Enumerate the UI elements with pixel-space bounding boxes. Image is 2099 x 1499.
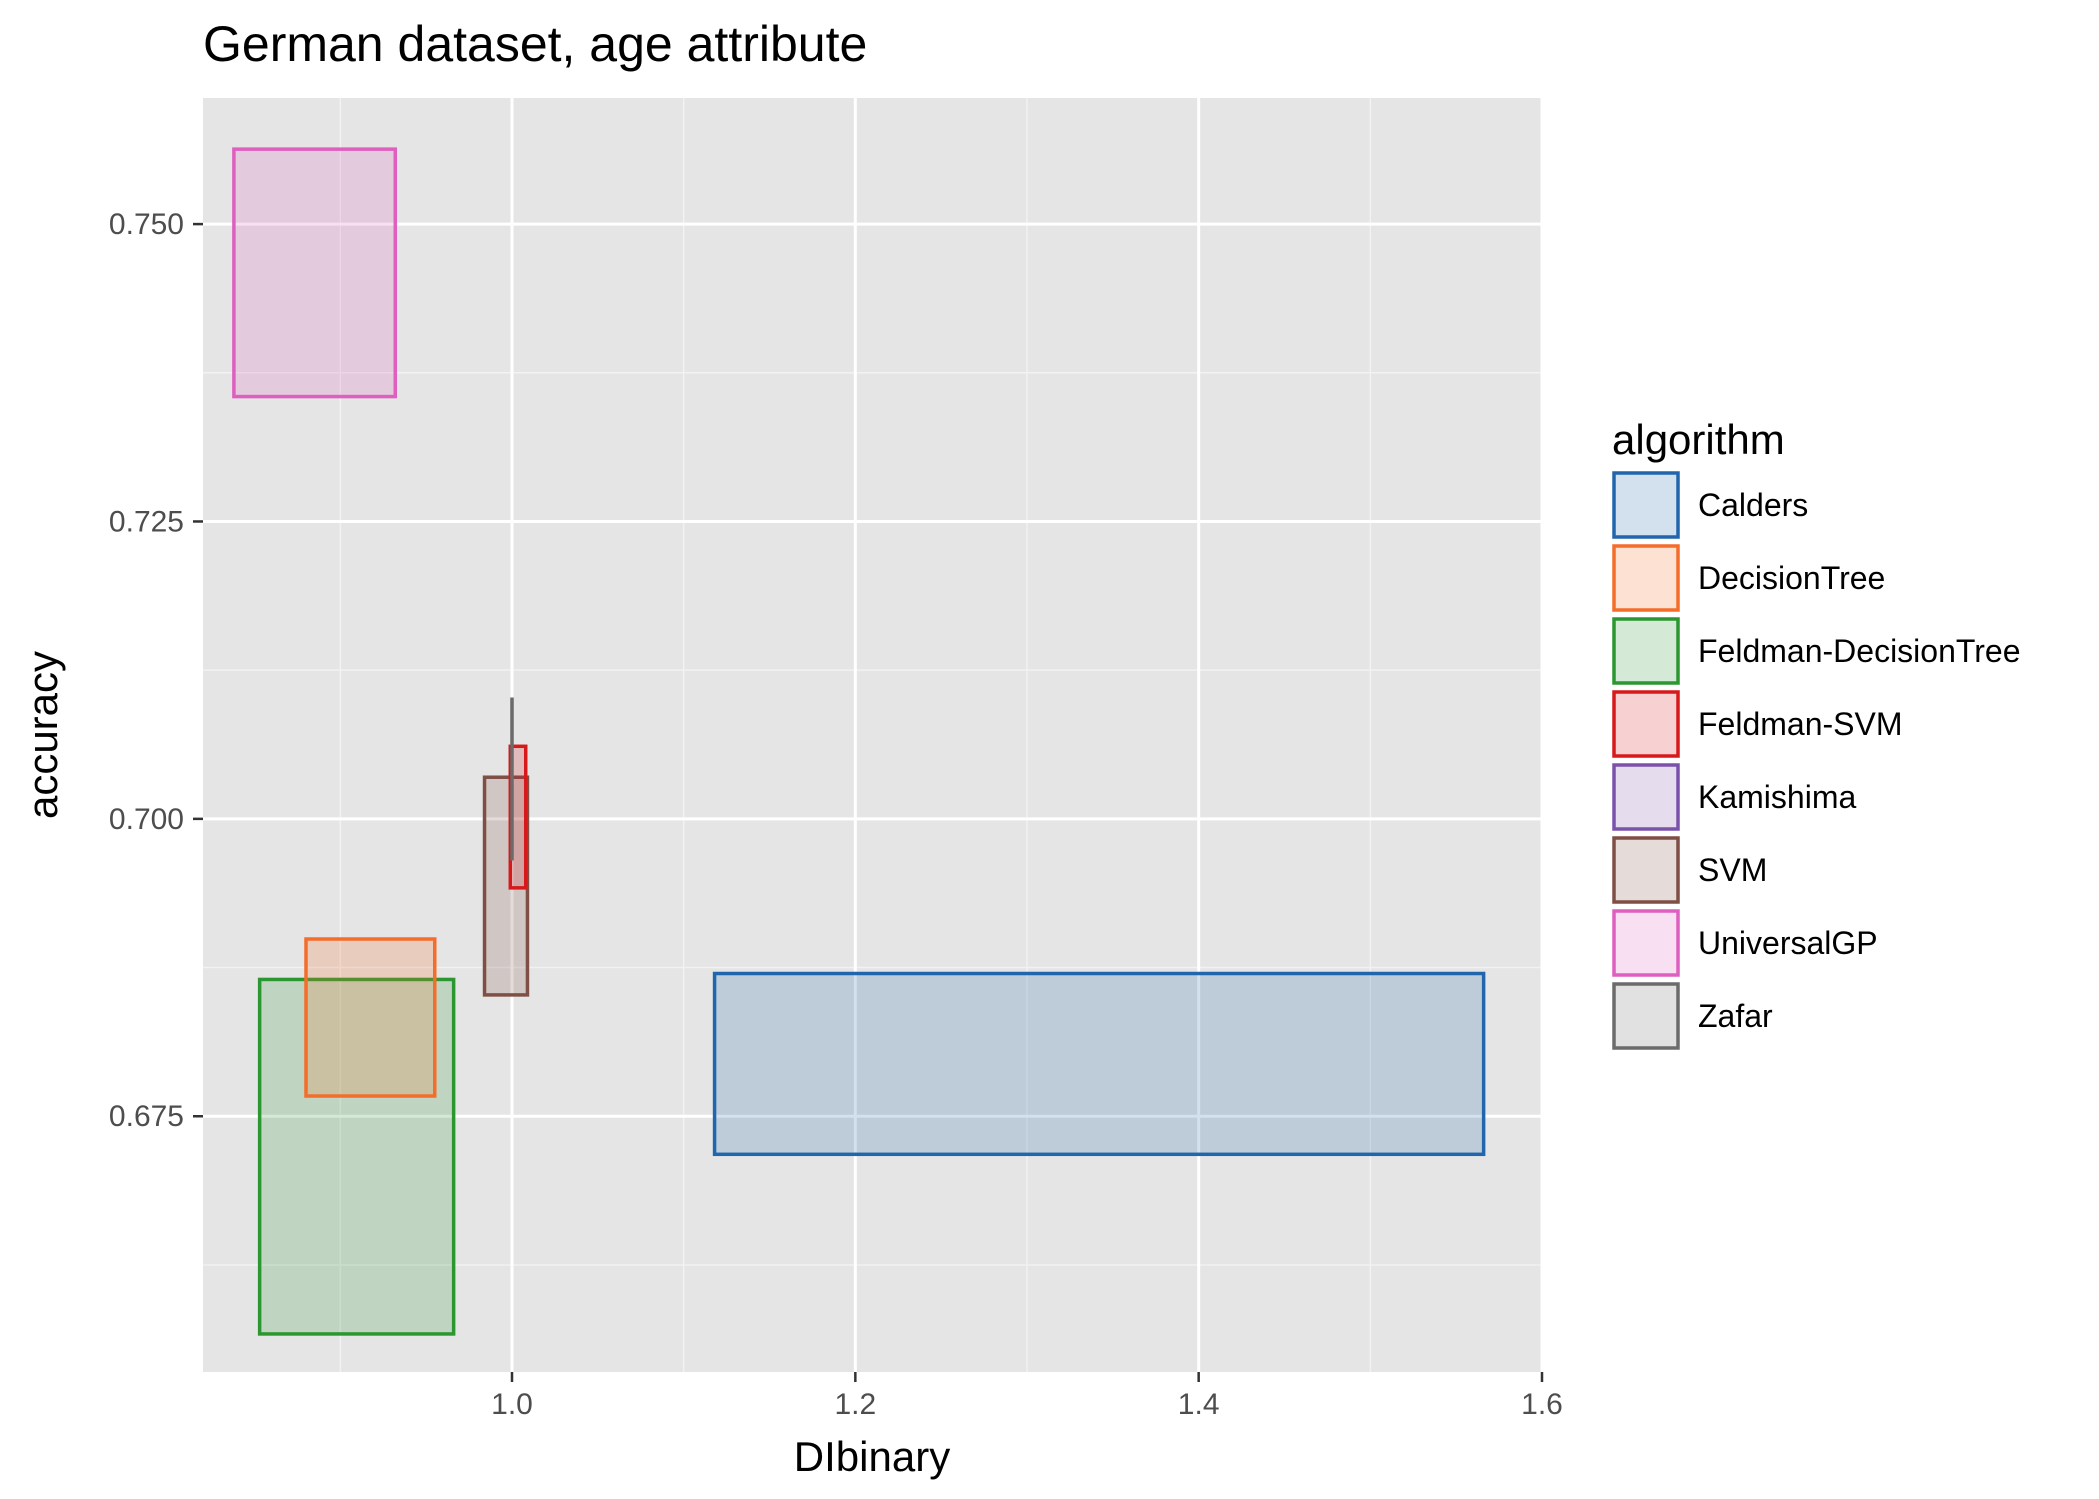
x-tick-label: 1.0 xyxy=(491,1388,533,1421)
plot-panel xyxy=(203,98,1542,1372)
legend-label-svm: SVM xyxy=(1698,852,1767,888)
range-rect-feldman-decisiontree xyxy=(257,977,456,1336)
range-rectangles xyxy=(232,147,1486,1336)
y-tick-label: 0.725 xyxy=(109,505,184,538)
legend-label-universalgp: UniversalGP xyxy=(1698,925,1878,961)
legend-key-universalgp xyxy=(1612,909,1680,977)
range-rect-decisiontree xyxy=(304,937,437,1098)
legend-label-calders: Calders xyxy=(1698,487,1808,523)
legend-key-svm xyxy=(1612,836,1680,904)
legend: algorithm Calders DecisionTree Feldman-Dec… xyxy=(1612,416,2020,1050)
legend-key-kamishima xyxy=(1612,763,1680,831)
x-tick-label: 1.6 xyxy=(1521,1388,1563,1421)
major-gridlines xyxy=(203,98,1544,1372)
legend-key-feldman-svm xyxy=(1612,690,1680,758)
y-tick-label: 0.750 xyxy=(109,208,184,241)
legend-key-zafar xyxy=(1612,982,1680,1050)
legend-label-feldman-svm: Feldman-SVM xyxy=(1698,706,1903,742)
y-axis-title: accuracy xyxy=(19,651,66,819)
legend-key-calders xyxy=(1612,471,1680,539)
range-rect-universalgp xyxy=(232,147,398,399)
legend-key-decisiontree xyxy=(1612,544,1680,612)
x-tick-label: 1.4 xyxy=(1178,1388,1220,1421)
x-axis: 1.0 1.2 1.4 1.6 xyxy=(491,1372,1563,1421)
chart-title: German dataset, age attribute xyxy=(203,16,867,72)
y-axis: 0.675 0.700 0.725 0.750 xyxy=(109,208,203,1133)
x-axis-title: DIbinary xyxy=(794,1433,950,1480)
legend-label-kamishima: Kamishima xyxy=(1698,779,1856,815)
range-rect-calders xyxy=(712,971,1486,1157)
legend-label-zafar: Zafar xyxy=(1698,998,1773,1034)
legend-key-feldman-decisiontree xyxy=(1612,617,1680,685)
minor-gridlines xyxy=(203,98,1542,1372)
legend-title: algorithm xyxy=(1612,416,1785,463)
x-tick-label: 1.2 xyxy=(834,1388,876,1421)
legend-label-feldman-decisiontree: Feldman-DecisionTree xyxy=(1698,633,2020,669)
legend-label-decisiontree: DecisionTree xyxy=(1698,560,1885,596)
y-tick-label: 0.700 xyxy=(109,803,184,836)
y-tick-label: 0.675 xyxy=(109,1100,184,1133)
range-rect-svm xyxy=(482,775,530,997)
